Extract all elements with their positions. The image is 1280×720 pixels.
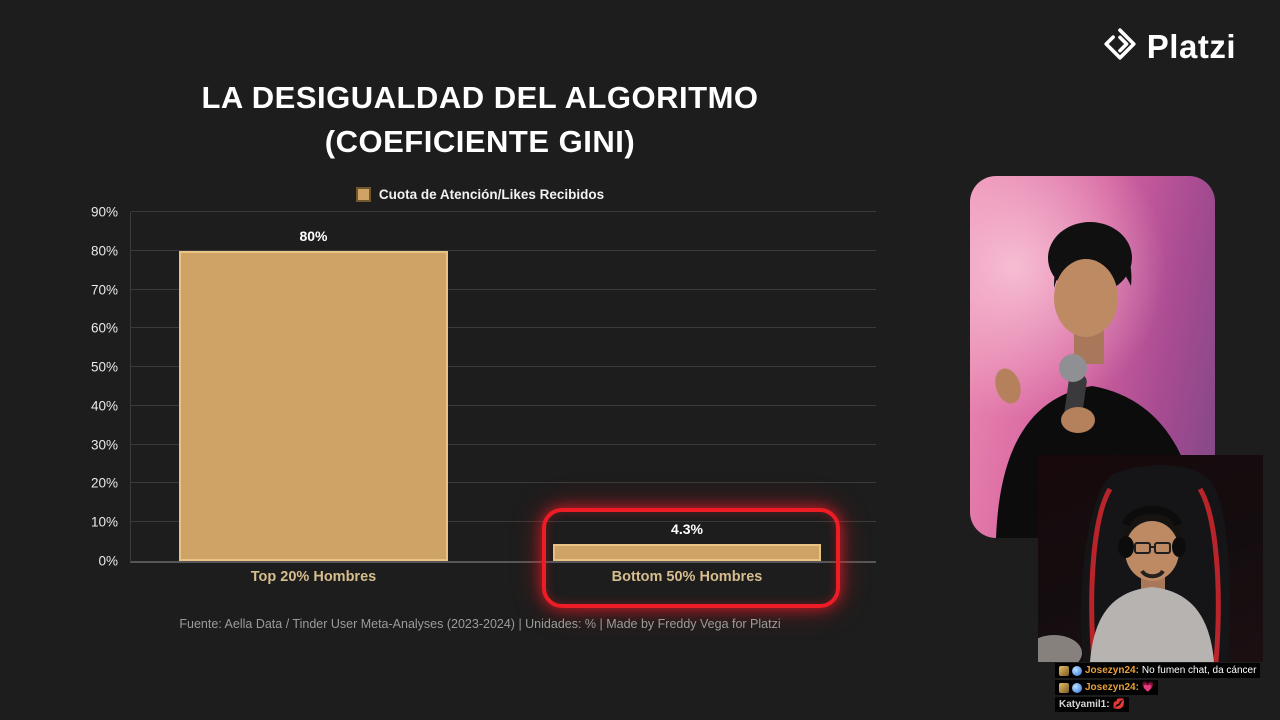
bar-bottom50-hombres	[553, 544, 821, 561]
platzi-logo-icon	[1102, 26, 1138, 67]
y-tick-label: 30%	[90, 437, 118, 453]
chat-username[interactable]: Josezyn24:	[1085, 665, 1139, 676]
legend-label: Cuota de Atención/Likes Recibidos	[378, 187, 605, 202]
gridline	[131, 521, 876, 523]
y-tick-label: 50%	[90, 359, 118, 375]
chat-message: Josezyn24: 💗	[1055, 680, 1159, 695]
gridline	[131, 249, 876, 251]
chat-username[interactable]: Katyamil1:	[1059, 699, 1110, 710]
y-axis-ticks: 0% 10% 20% 30% 40% 50% 60% 70% 80% 90%	[0, 205, 118, 569]
globe-badge-icon	[1072, 682, 1082, 693]
chart-source-caption: Fuente: Aella Data / Tinder User Meta-An…	[179, 617, 781, 631]
legend-swatch-icon	[355, 187, 371, 202]
y-tick-label: 40%	[90, 398, 118, 414]
chat-text: 💗	[1141, 682, 1155, 693]
gridline	[131, 443, 876, 445]
gridline	[131, 211, 876, 212]
title-line-1: LA DESIGUALDAD DEL ALGORITMO	[201, 80, 759, 115]
gridline	[131, 404, 876, 406]
y-tick-label: 0%	[98, 553, 118, 569]
subscriber-badge-icon	[1059, 682, 1069, 693]
bar-group-top20: 80% Top 20% Hombres	[179, 212, 448, 585]
platzi-logo-text: Platzi	[1146, 27, 1236, 65]
gridline	[131, 288, 876, 290]
gridline	[131, 327, 876, 329]
subscriber-badge-icon	[1059, 665, 1069, 676]
chat-message: Josezyn24: No fumen chat, da cáncer	[1055, 663, 1261, 678]
platzi-logo: Platzi	[1102, 26, 1236, 67]
gridline	[131, 366, 876, 368]
chart-legend: Cuota de Atención/Likes Recibidos	[0, 187, 960, 202]
plot-area: 80% Top 20% Hombres 4.3% Bottom 50% Homb…	[130, 211, 876, 608]
bar-value-label-bottom50: 4.3%	[671, 521, 703, 538]
page-title: LA DESIGUALDAD DEL ALGORITMO (COEFICIENT…	[0, 76, 960, 164]
guest-webcam	[1038, 455, 1263, 662]
y-tick-label: 80%	[90, 243, 118, 259]
bar-top20-hombres	[179, 250, 448, 561]
guest-silhouette	[1038, 465, 1231, 662]
chat-overlay[interactable]: Josezyn24: No fumen chat, da cáncer Jose…	[1055, 663, 1270, 712]
category-label-bottom50: Bottom 50% Hombres	[611, 569, 763, 585]
bar-group-bottom50: 4.3% Bottom 50% Hombres	[553, 212, 821, 585]
y-tick-label: 70%	[90, 282, 118, 298]
gridline	[131, 482, 876, 484]
category-label-top20: Top 20% Hombres	[250, 569, 377, 585]
title-line-2: (COEFICIENTE GINI)	[324, 124, 636, 159]
y-tick-label: 10%	[90, 514, 118, 530]
chat-username[interactable]: Josezyn24:	[1085, 682, 1139, 693]
chat-text: 💋	[1112, 699, 1126, 710]
globe-badge-icon	[1072, 665, 1082, 676]
bar-value-label-top20: 80%	[299, 227, 328, 244]
y-tick-label: 20%	[90, 475, 118, 491]
chat-message: Katyamil1: 💋	[1055, 697, 1130, 712]
y-tick-label: 90%	[90, 204, 118, 220]
y-tick-label: 60%	[90, 320, 118, 336]
chat-text: No fumen chat, da cáncer	[1141, 665, 1257, 676]
